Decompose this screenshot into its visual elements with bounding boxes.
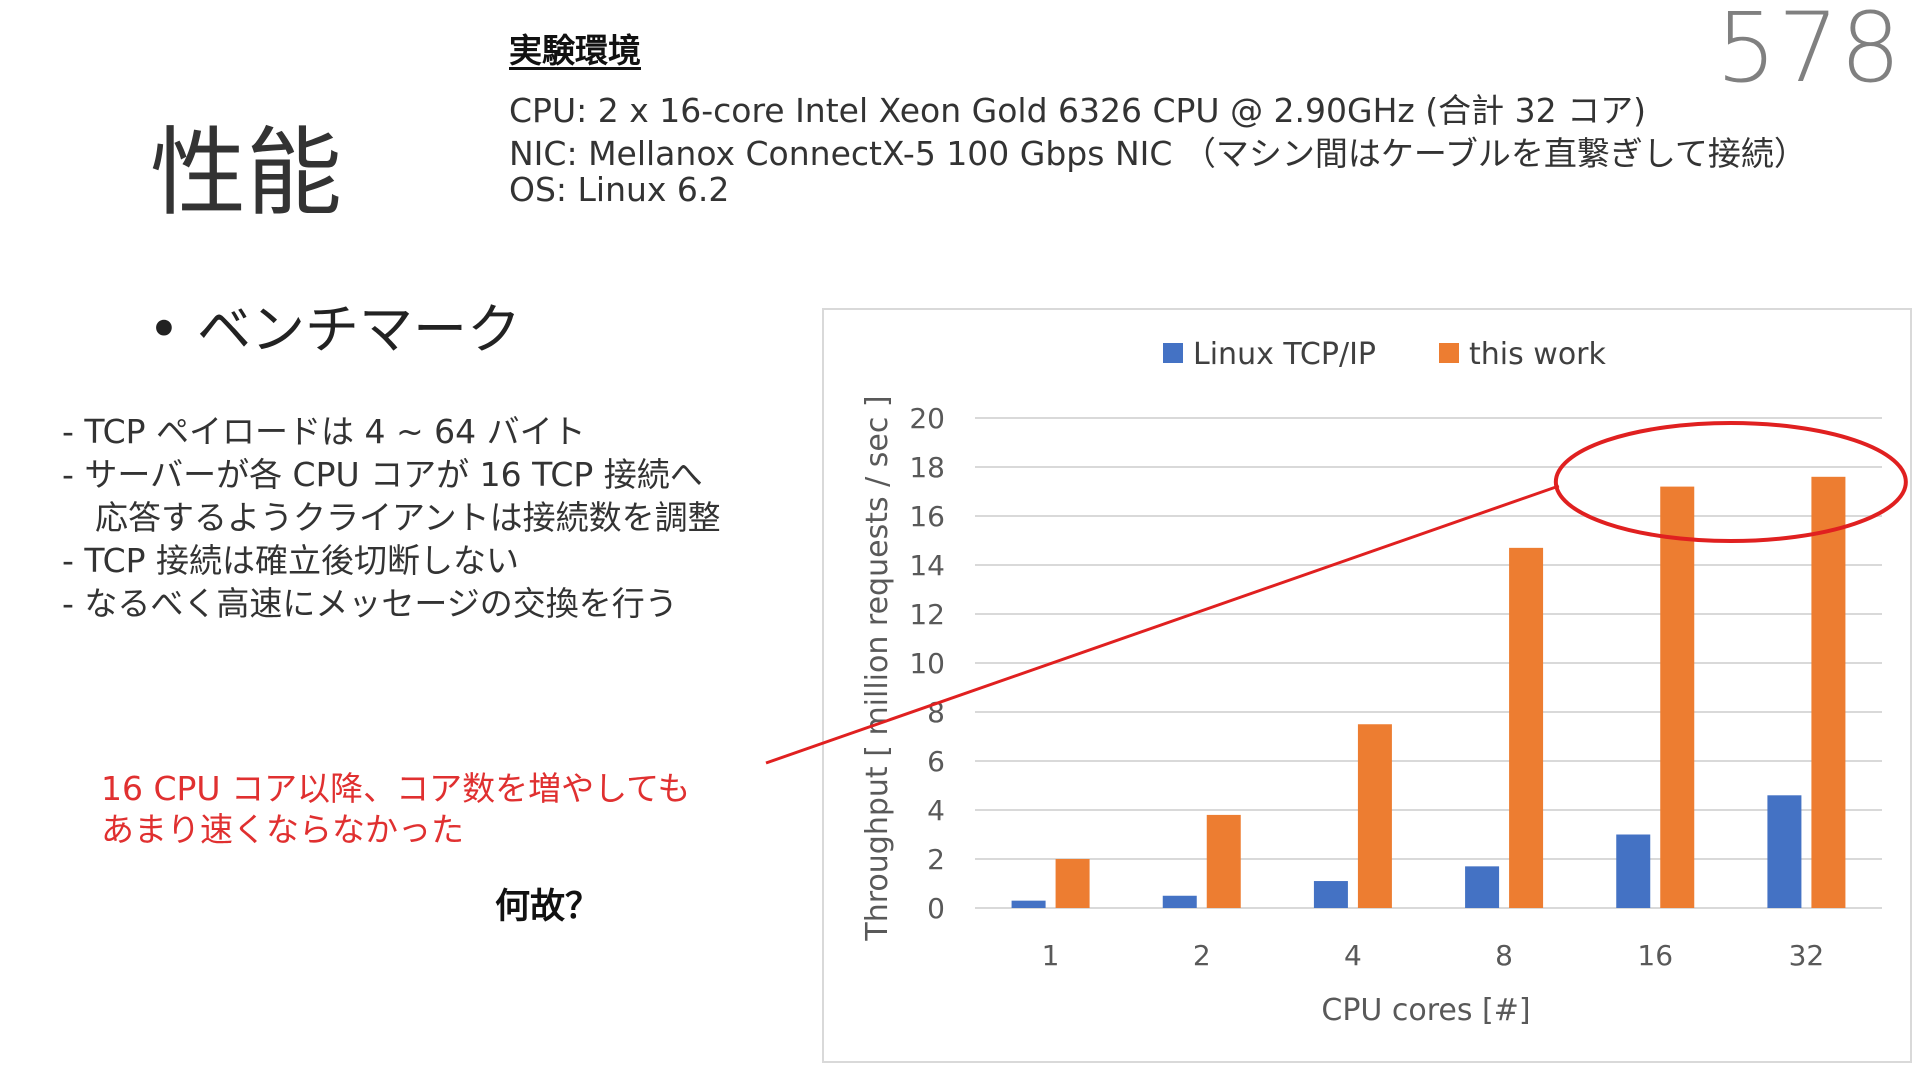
bar: [1465, 866, 1500, 908]
y-tick-label: 18: [909, 451, 945, 484]
y-tick-label: 10: [909, 647, 945, 680]
x-tick-label: 1: [1042, 939, 1060, 972]
y-tick-label: 2: [927, 843, 945, 876]
bar: [1616, 834, 1651, 908]
y-tick-label: 0: [927, 892, 945, 925]
bar: [1055, 859, 1090, 908]
callout-line: あまり速くならなかった: [101, 810, 464, 849]
environment-heading: 実験環境: [509, 31, 641, 70]
legend: Linux TCP/IP this work: [1163, 337, 1607, 372]
x-tick-label: 4: [1344, 939, 1362, 972]
note-line: 応答するようクライアントは接続数を調整: [62, 498, 721, 537]
legend-label: this work: [1469, 337, 1607, 372]
legend-label: Linux TCP/IP: [1193, 337, 1376, 372]
legend-swatch: [1163, 343, 1183, 363]
note-line: - TCP ペイロードは 4 ~ 64 バイト: [62, 412, 586, 451]
chart-frame: [822, 308, 1912, 1063]
bar: [1313, 881, 1348, 908]
note-line: - TCP 接続は確立後切断しない: [62, 541, 520, 580]
bar: [1162, 895, 1197, 908]
question-text: 何故？: [495, 887, 601, 927]
bar: [1811, 476, 1846, 908]
bar: [1357, 724, 1392, 908]
y-tick-label: 14: [909, 549, 945, 582]
x-tick-label: 32: [1789, 939, 1825, 972]
bar: [1767, 795, 1802, 908]
benchmark-bullet: • ベンチマーク: [148, 298, 522, 361]
y-tick-label: 6: [927, 745, 945, 778]
bars: [1011, 476, 1846, 908]
x-tick-label: 8: [1495, 939, 1513, 972]
environment-os: OS: Linux 6.2: [509, 170, 730, 209]
bar: [1509, 547, 1544, 908]
y-tick-label: 20: [909, 402, 945, 435]
gridlines: [975, 417, 1882, 909]
callout-pointer: [765, 484, 1560, 765]
highlight-ellipse: [1553, 421, 1908, 543]
bar: [1011, 900, 1046, 908]
page-number: 578: [1715, 0, 1902, 104]
note-line: - サーバーが各 CPU コアが 16 TCP 接続へ: [62, 455, 703, 494]
x-tick-label: 16: [1637, 939, 1673, 972]
note-line: - なるべく高速にメッセージの交換を行う: [62, 584, 678, 623]
x-tick-label: 2: [1193, 939, 1211, 972]
environment-nic: NIC: Mellanox ConnectX-5 100 Gbps NIC （マ…: [509, 134, 1807, 173]
annotation: [765, 421, 1908, 765]
y-tick-label: 4: [927, 794, 945, 827]
callout-line: 16 CPU コア以降、コア数を増やしても: [101, 769, 691, 808]
environment-cpu: CPU: 2 x 16-core Intel Xeon Gold 6326 CP…: [509, 91, 1646, 130]
y-axis-title: Throughput [ million requests / sec ]: [860, 395, 895, 941]
slide-title: 性能: [150, 117, 342, 229]
legend-swatch: [1439, 343, 1459, 363]
x-axis-title: CPU cores [#]: [1321, 993, 1530, 1028]
y-tick-label: 12: [909, 598, 945, 631]
bar: [1660, 486, 1695, 908]
bar: [1206, 814, 1241, 908]
y-tick-label: 16: [909, 500, 945, 533]
